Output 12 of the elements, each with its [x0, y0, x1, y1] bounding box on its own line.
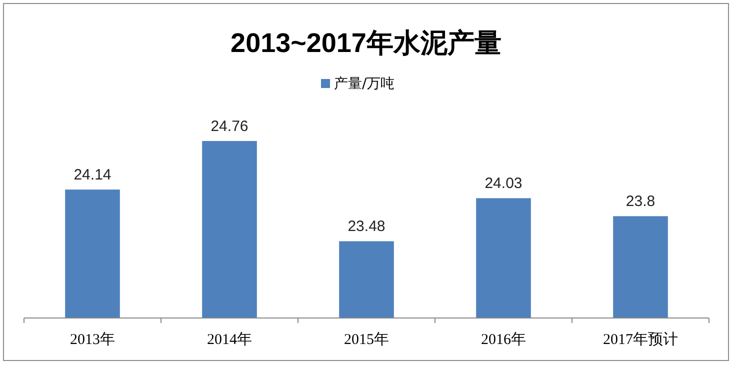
x-tick-label: 2015年 [344, 331, 389, 348]
data-label: 23.8 [626, 193, 656, 210]
x-tick-label: 2013年 [70, 331, 115, 348]
x-tick-label: 2017年预计 [603, 331, 678, 348]
data-label: 23.48 [348, 218, 386, 236]
x-tick-label: 2014年 [207, 331, 252, 348]
data-label: 24.03 [484, 175, 522, 192]
legend-label: 产量/万吨 [334, 76, 395, 92]
chart-title: 2013~2017年水泥产量 [230, 28, 502, 58]
data-label: 24.14 [74, 166, 112, 184]
data-label: 24.76 [210, 118, 248, 135]
x-tick-label: 2016年 [481, 331, 526, 348]
